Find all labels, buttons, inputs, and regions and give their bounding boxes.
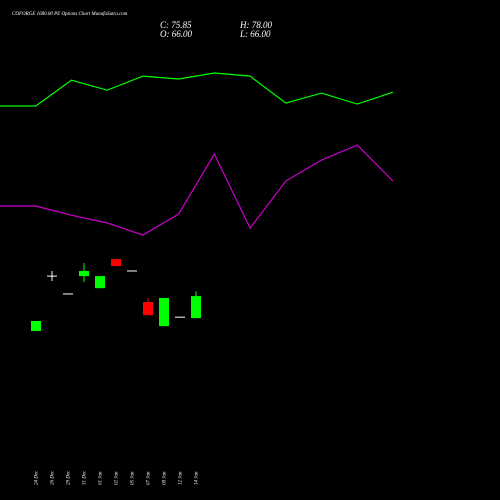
- x-tick-label: 31 Dec: [83, 470, 88, 485]
- indicator-line: [0, 72, 394, 107]
- low-label: L: 66.00: [239, 29, 271, 39]
- open-label: O: 66.00: [160, 29, 192, 39]
- x-tick-label: 26 Dec: [51, 470, 56, 485]
- x-tick-label: 24 Dec: [35, 470, 40, 485]
- close-label: C: 75.85: [160, 20, 192, 30]
- candle-body: [79, 270, 89, 277]
- x-tick-label: 07 Jan: [147, 471, 152, 485]
- chart-title: COFORGE 1680.00 PE Options Chart MunafaS…: [12, 12, 128, 17]
- indicator-line: [0, 144, 394, 236]
- candle-body: [31, 320, 41, 332]
- x-tick-label: 29 Dec: [67, 470, 72, 485]
- x-tick-label: 08 Jan: [163, 471, 168, 485]
- high-label: H: 78.00: [239, 20, 272, 30]
- candle-body: [191, 296, 201, 319]
- candle-body: [159, 297, 169, 327]
- candle-body: [95, 276, 105, 289]
- candle-body: [111, 259, 121, 267]
- x-tick-label: 12 Jan: [179, 471, 184, 485]
- candle-body: [143, 302, 153, 316]
- x-tick-label: 14 Jan: [195, 471, 200, 485]
- x-tick-label: 02 Jan: [115, 471, 120, 485]
- x-tick-label: 01 Jan: [99, 471, 104, 485]
- x-tick-label: 05 Jan: [131, 471, 136, 485]
